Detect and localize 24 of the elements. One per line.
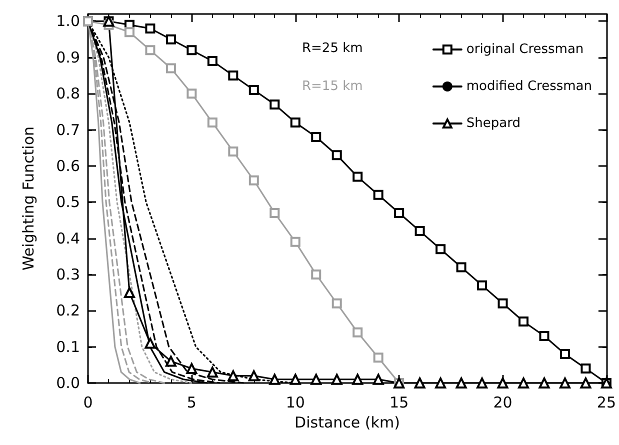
annotation: R=15 km xyxy=(302,79,363,94)
y-tick-label: 0.3 xyxy=(56,265,80,284)
annotation: R=25 km xyxy=(302,41,363,56)
y-tick-label: 0.8 xyxy=(56,84,80,103)
y-tick-label: 0.0 xyxy=(56,374,80,392)
y-tick-label: 0.4 xyxy=(56,229,80,248)
y-tick-label: 0.6 xyxy=(56,156,80,175)
y-tick-label: 0.9 xyxy=(56,48,80,66)
x-tick-label: 5 xyxy=(186,394,196,412)
x-tick-label: 0 xyxy=(83,394,93,412)
legend-label: Shepard xyxy=(466,116,520,131)
x-tick-label: 20 xyxy=(493,394,512,412)
y-tick-label: 0.5 xyxy=(56,193,80,212)
x-tick-label: 10 xyxy=(286,394,305,412)
y-tick-label: 0.2 xyxy=(56,302,80,320)
x-tick-label: 25 xyxy=(596,394,616,412)
legend-label: original Cressman xyxy=(466,42,584,57)
legend-label: modified Cressman xyxy=(466,79,592,94)
x-axis-title: Distance (km) xyxy=(294,413,400,432)
y-tick-label: 1.0 xyxy=(56,12,80,30)
y-axis-title: Weighting Function xyxy=(20,126,38,271)
y-tick-label: 0.1 xyxy=(56,338,80,356)
y-tick-label: 0.7 xyxy=(56,120,80,139)
x-tick-label: 15 xyxy=(390,394,409,412)
